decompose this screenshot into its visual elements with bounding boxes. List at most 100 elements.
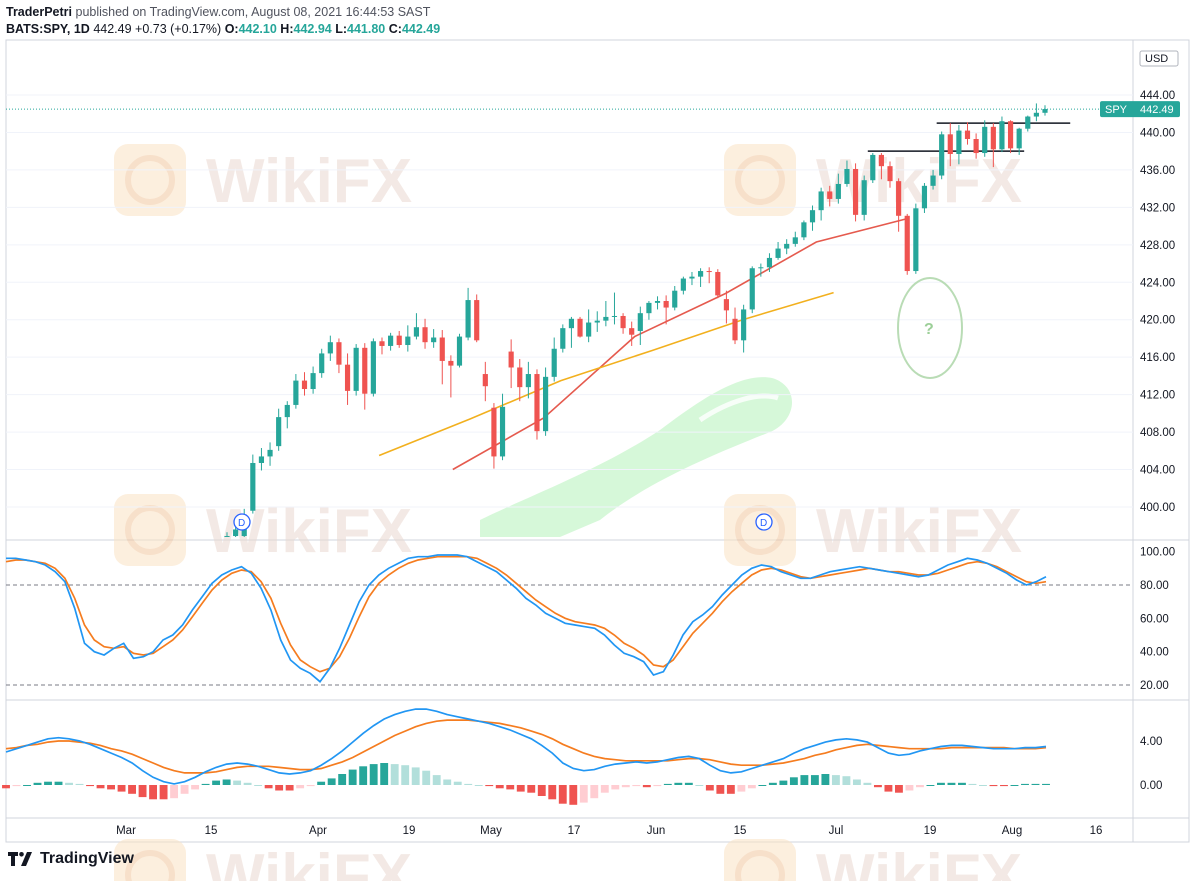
symbol-label[interactable]: BATS:SPY, 1D <box>6 22 90 36</box>
candle-body <box>715 271 721 296</box>
candle-body <box>801 222 807 238</box>
highlight-brush <box>480 377 793 537</box>
macd-histogram-bar <box>716 785 725 794</box>
macd-histogram-bar <box>684 782 693 785</box>
candle-body <box>379 341 385 346</box>
watermark-logo-icon <box>114 839 186 881</box>
macd-histogram-bar <box>149 785 158 800</box>
macd-histogram-bar <box>894 785 903 793</box>
watermark-logo-icon <box>735 505 785 555</box>
macd-histogram-bar <box>905 785 914 791</box>
candle-body <box>543 376 549 432</box>
macd-histogram-bar <box>348 769 357 785</box>
macd-histogram-bar <box>306 785 315 787</box>
candle-body <box>362 347 368 394</box>
macd-histogram-bar <box>1010 785 1019 786</box>
candle-body <box>482 374 488 387</box>
macd-histogram-bar <box>516 785 525 792</box>
candle-body <box>499 406 506 457</box>
candle-body <box>939 134 945 176</box>
watermark-logo-icon <box>724 839 796 881</box>
candle-body <box>388 335 394 346</box>
macd-histogram-bar <box>285 785 294 791</box>
moving-average-slow <box>378 291 834 457</box>
watermark-text: WikiFX <box>816 842 1022 881</box>
candle-body <box>474 300 480 341</box>
macd-histogram-bar <box>201 783 210 785</box>
candle-body <box>982 126 988 154</box>
candle-body <box>861 180 867 215</box>
macd-histogram-bar <box>212 780 221 785</box>
brand-name: TradingView <box>40 850 134 867</box>
macd-histogram-bar <box>548 785 557 800</box>
tradingview-logo-icon <box>8 852 34 866</box>
stoch-tick-label: 80.00 <box>1140 580 1169 592</box>
candle-body <box>560 328 566 349</box>
footer-brand: TradingView <box>8 850 134 868</box>
candle-body <box>276 417 282 447</box>
high-label: H: <box>280 22 294 36</box>
currency-label: USD <box>1145 53 1168 65</box>
ohlc-line: BATS:SPY, 1D 442.49 +0.73 (+0.17%) O:442… <box>6 21 1186 38</box>
price-tick-label: 424.00 <box>1140 277 1175 289</box>
candle-body <box>551 348 557 377</box>
macd-histogram-bar <box>33 782 42 785</box>
macd-histogram-bar <box>233 780 242 785</box>
candle-body <box>422 327 428 343</box>
macd-histogram-bar <box>390 764 399 785</box>
price-tag <box>1100 101 1180 118</box>
x-tick-label: 16 <box>1090 825 1103 837</box>
candle-body <box>413 327 420 337</box>
candle-body <box>732 318 738 341</box>
macd-histogram-bar <box>947 782 956 785</box>
macd-histogram-bar <box>600 785 609 793</box>
x-tick-label: 15 <box>734 825 747 837</box>
last-price: 442.49 <box>93 22 132 36</box>
price-tick-label: 428.00 <box>1140 240 1175 252</box>
candle-body <box>448 360 454 366</box>
macd-histogram-bar <box>537 785 546 796</box>
candle-body <box>835 183 841 199</box>
candle-body <box>1007 121 1014 149</box>
macd-histogram-bar <box>611 785 620 790</box>
macd-histogram-bar <box>107 785 115 790</box>
candle-body <box>1016 128 1022 149</box>
candle-body <box>293 380 299 405</box>
candle-body <box>741 309 747 341</box>
candle-body <box>999 121 1005 150</box>
candle-body <box>577 318 583 337</box>
open-label: O: <box>224 22 239 36</box>
macd-histogram-bar <box>916 785 924 788</box>
watermark-logo-icon <box>735 850 785 881</box>
x-tick-label: 15 <box>205 825 218 837</box>
macd-histogram-bar <box>65 782 73 785</box>
macd-histogram-bar <box>590 785 599 799</box>
candle-body <box>250 462 256 511</box>
macd-histogram-bar <box>789 777 798 785</box>
candle-body <box>456 336 463 366</box>
author-name[interactable]: TraderPetri <box>6 5 73 19</box>
candle-body <box>973 139 979 154</box>
dividend-marker-label: D <box>760 518 767 529</box>
candle-body <box>672 290 678 308</box>
watermark-text: WikiFX <box>206 147 412 216</box>
candle-body <box>396 335 402 346</box>
price-tick-label: 416.00 <box>1140 352 1175 364</box>
macd-tick-label: 4.00 <box>1140 736 1162 748</box>
macd-histogram-bar <box>401 765 410 785</box>
macd-histogram-bar <box>54 781 63 785</box>
macd-histogram-bar <box>958 782 966 785</box>
macd-histogram-bar <box>653 785 662 787</box>
macd-histogram-bar <box>264 785 273 789</box>
candle-body <box>680 278 686 291</box>
watermark-text: WikiFX <box>206 497 412 566</box>
macd-histogram-bar <box>453 781 462 785</box>
macd-histogram-bar <box>1000 785 1008 787</box>
candle-body <box>353 347 359 391</box>
watermark-text: WikiFX <box>206 842 412 881</box>
macd-histogram-bar <box>96 785 105 789</box>
macd-histogram-bar <box>296 785 305 789</box>
dividend-marker-icon <box>755 513 773 531</box>
candle-body <box>1042 109 1048 113</box>
